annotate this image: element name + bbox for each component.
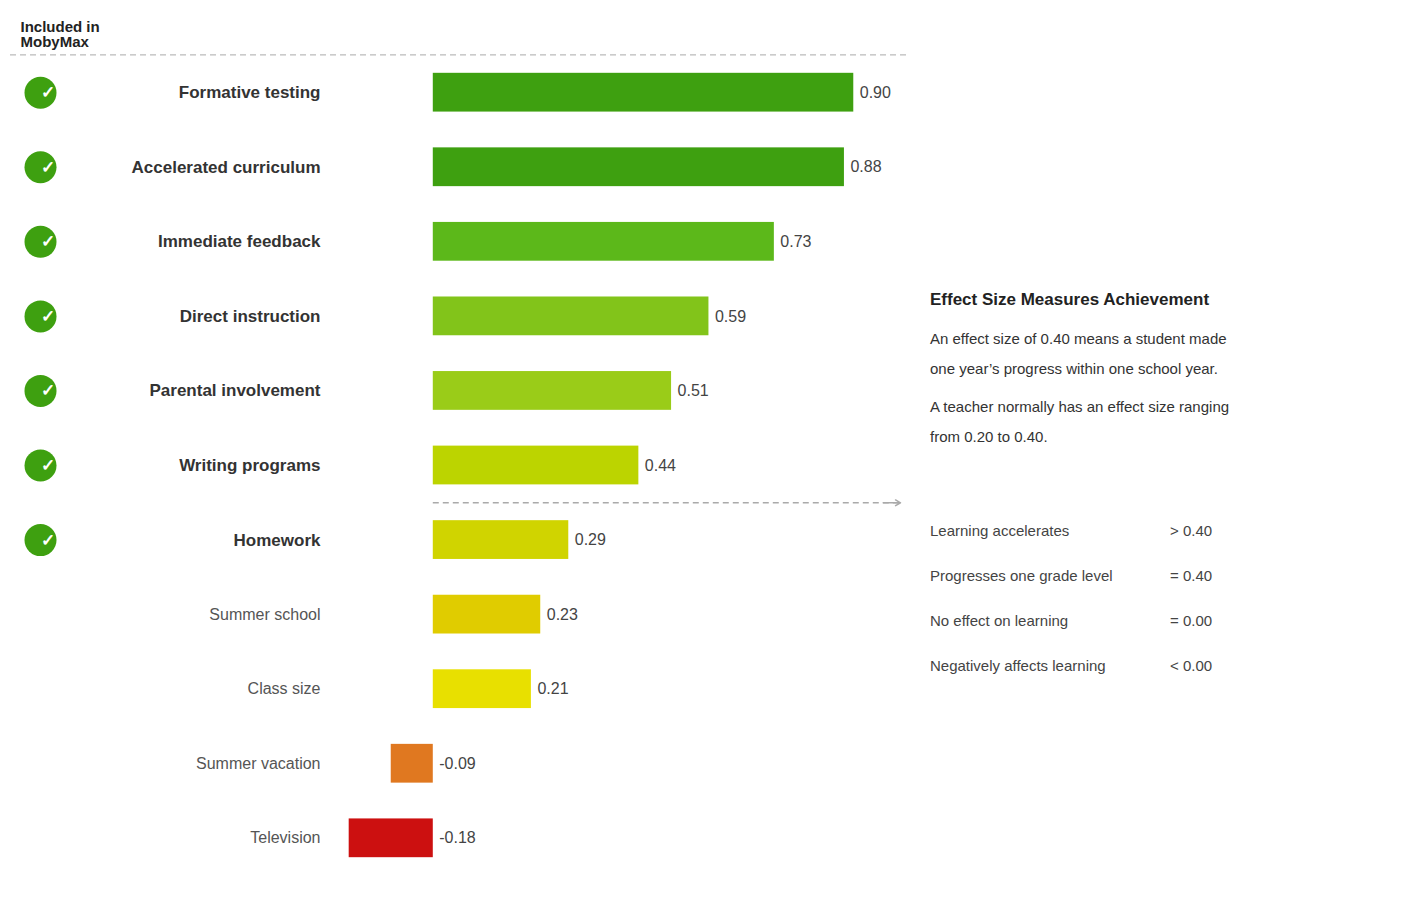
svg-text:Summer vacation: Summer vacation — [196, 755, 321, 772]
svg-text:✓: ✓ — [41, 232, 55, 251]
svg-text:Direct instruction: Direct instruction — [180, 307, 321, 326]
svg-text:0.59: 0.59 — [715, 307, 746, 324]
svg-text:Television: Television — [250, 829, 320, 846]
svg-text:✓: ✓ — [41, 307, 55, 326]
svg-text:Homework: Homework — [234, 531, 321, 550]
html-text:< 0.00: < 0.00 — [1170, 657, 1213, 674]
svg-text:✓: ✓ — [41, 456, 55, 475]
svg-text:0.29: 0.29 — [575, 531, 606, 548]
svg-text:Accelerated curriculum: Accelerated curriculum — [132, 158, 321, 177]
svg-text:0.88: 0.88 — [850, 158, 881, 175]
html-text:= 0.40: = 0.40 — [1170, 567, 1213, 584]
svg-text:0.90: 0.90 — [860, 84, 891, 101]
svg-text:Summer school: Summer school — [209, 606, 320, 623]
svg-text:Writing programs: Writing programs — [179, 456, 320, 475]
svg-text:0.21: 0.21 — [537, 680, 568, 697]
html-text:Negatively affects learning: Negatively affects learning — [930, 657, 1106, 674]
svg-text:0.73: 0.73 — [780, 233, 811, 250]
svg-text:-0.18: -0.18 — [439, 829, 476, 846]
html-text:A teacher normally has an effe: A teacher normally has an effect size ra… — [930, 398, 1230, 415]
html-text:Progresses one grade level: Progresses one grade level — [930, 567, 1113, 584]
svg-text:Parental involvement: Parental involvement — [149, 381, 320, 400]
html-text:An effect size of 0.40 means a: An effect size of 0.40 means a student m… — [930, 330, 1227, 347]
svg-text:✓: ✓ — [41, 158, 55, 177]
svg-text:✓: ✓ — [41, 381, 55, 400]
html-text:> 0.40: > 0.40 — [1170, 522, 1213, 539]
html-text:= 0.00: = 0.00 — [1170, 612, 1213, 629]
html-text:Effect Size Measures Achieveme: Effect Size Measures Achievement — [930, 290, 1209, 309]
svg-text:Immediate feedback: Immediate feedback — [158, 232, 321, 251]
html-text:one year’s progress within one: one year’s progress within one school ye… — [930, 360, 1218, 377]
svg-text:0.44: 0.44 — [645, 457, 676, 474]
svg-text:✓: ✓ — [41, 83, 55, 102]
html-text:No effect on learning: No effect on learning — [930, 612, 1069, 629]
svg-text:✓: ✓ — [41, 531, 55, 550]
svg-text:0.23: 0.23 — [547, 606, 578, 623]
svg-text:-0.09: -0.09 — [439, 755, 476, 772]
svg-text:Included inMobyMax: Included inMobyMax — [21, 18, 100, 50]
svg-text:0.51: 0.51 — [678, 382, 709, 399]
svg-text:Class size: Class size — [248, 680, 321, 697]
html-text:Learning accelerates: Learning accelerates — [930, 522, 1070, 539]
html-text:from 0.20 to 0.40.: from 0.20 to 0.40. — [930, 428, 1048, 445]
svg-text:Formative testing: Formative testing — [179, 83, 321, 102]
